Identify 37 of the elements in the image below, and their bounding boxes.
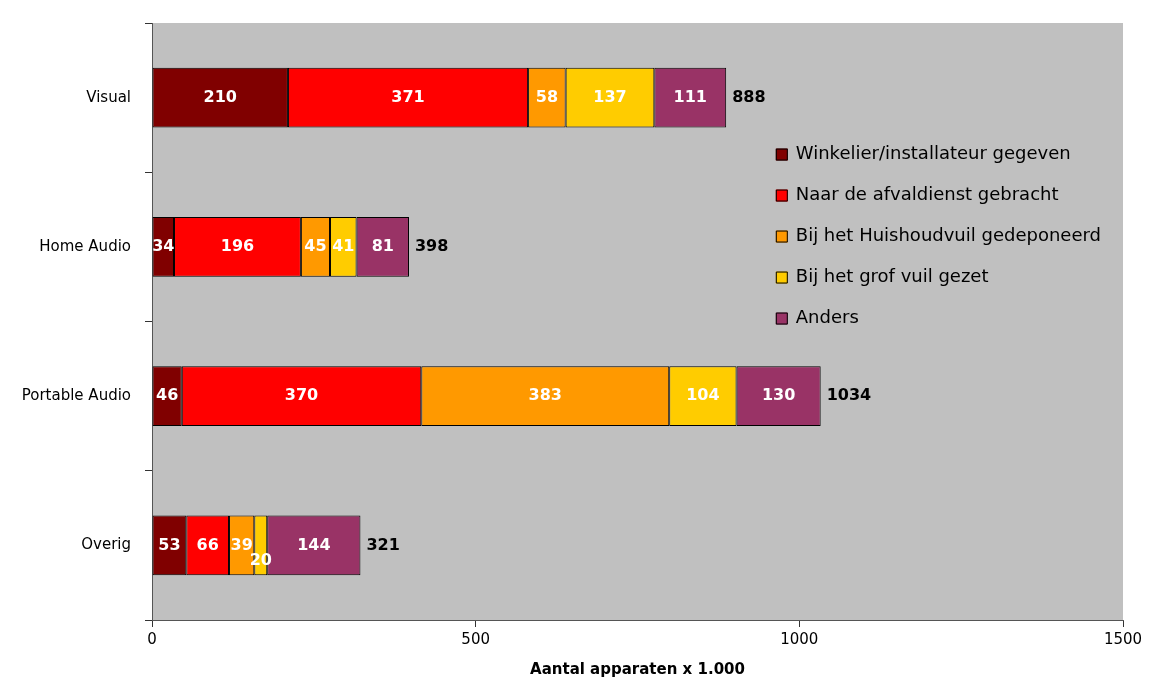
y-tick-label: Visual: [86, 87, 131, 106]
x-tick-label: 1000: [780, 629, 819, 648]
data-label: 144: [297, 534, 331, 554]
data-label: 39: [230, 534, 253, 554]
y-tick-label: Home Audio: [39, 236, 131, 255]
data-label: 130: [761, 385, 796, 405]
data-label: 137: [593, 86, 627, 106]
x-axis-title: Aantal apparaten x 1.000: [530, 659, 745, 678]
data-label: 370: [284, 385, 319, 405]
total-label: 321: [366, 534, 400, 554]
legend-label: Bij het grof vuil gezet: [795, 265, 989, 287]
x-tick-label: 0: [147, 629, 157, 648]
x-tick-label: 1500: [1103, 629, 1143, 648]
data-label: 111: [673, 86, 707, 106]
data-label: 104: [686, 385, 720, 405]
data-label: 34: [152, 236, 175, 256]
x-tick-label: 500: [461, 629, 490, 648]
data-label: 46: [156, 385, 179, 405]
data-label: 53: [158, 534, 181, 554]
y-tick-label: Overig: [81, 535, 131, 554]
data-label: 45: [304, 236, 327, 256]
total-label: 888: [732, 86, 766, 106]
legend-label: Naar de afvaldienst gebracht: [795, 183, 1059, 205]
total-label: 398: [414, 236, 449, 256]
data-label: 371: [391, 86, 425, 106]
data-label: 66: [196, 534, 219, 554]
data-label: 210: [203, 86, 237, 106]
legend-label: Winkelier/installateur gegeven: [795, 142, 1071, 164]
total-label: 1034: [826, 385, 872, 405]
data-label: 58: [535, 86, 559, 106]
data-label: 41: [332, 236, 355, 256]
y-tick-label: Portable Audio: [21, 386, 131, 405]
data-label: 383: [528, 385, 562, 405]
legend-label: Anders: [795, 306, 859, 328]
legend-label: Bij het Huishoudvuil gedeponeerd: [795, 224, 1101, 246]
data-label: 196: [220, 236, 255, 256]
data-label: 81: [371, 236, 394, 256]
